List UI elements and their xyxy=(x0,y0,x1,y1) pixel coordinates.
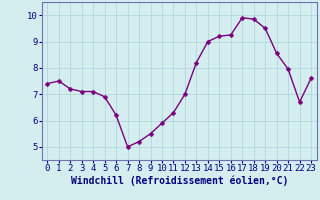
X-axis label: Windchill (Refroidissement éolien,°C): Windchill (Refroidissement éolien,°C) xyxy=(70,176,288,186)
